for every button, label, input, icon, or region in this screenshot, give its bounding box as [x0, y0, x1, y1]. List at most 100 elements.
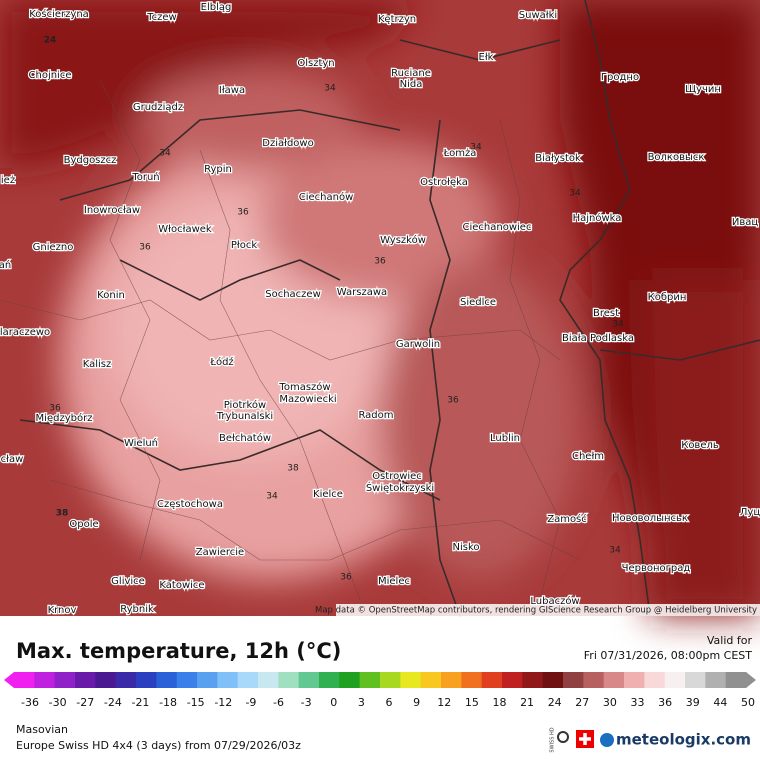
colorbar-tick-label: -15 [187, 696, 205, 709]
colorbar-segment [664, 672, 686, 688]
colorbar-segment [461, 672, 483, 688]
colorbar-tick-label: 6 [386, 696, 393, 709]
isotherm-label: 34 [612, 320, 624, 330]
city-label: Sochaczew [265, 289, 321, 300]
city-label: Siedlce [460, 297, 496, 308]
city-label: Ковель [681, 440, 719, 451]
city-label: Glivice [111, 576, 145, 587]
colorbar-segment [197, 672, 218, 688]
city-label: Katowice [159, 580, 204, 591]
city-label: Białystok [535, 153, 581, 164]
city-label: Nisko [452, 542, 479, 553]
isotherm-label: 34 [324, 84, 336, 94]
city-label: Ełk [479, 52, 494, 63]
colorbar-segment [420, 672, 442, 688]
title: Max. temperature, 12h (°C) [16, 639, 341, 663]
colorbar-tick-label: 50 [741, 696, 755, 709]
colorbar-segment [685, 672, 706, 688]
colorbar-tick-label: -6 [273, 696, 284, 709]
city-label: Toruń [131, 171, 159, 183]
city-label: Kościerzyna [29, 8, 89, 20]
city-label: Warszawa [337, 287, 387, 298]
city-label: Ciechanów [299, 191, 354, 203]
city-label: Волковыск [648, 152, 705, 163]
city-label: Bełchatów [219, 432, 271, 444]
colorbar-tick-label: 21 [520, 696, 534, 709]
colorbar-arrow-right [746, 672, 756, 688]
city-label: Świętokrzyski [366, 481, 434, 494]
colorbar-tick-label: -12 [214, 696, 232, 709]
city-label: Nida [400, 79, 423, 90]
city-label: ież [1, 175, 15, 186]
city-label: Mazowiecki [279, 394, 336, 405]
city-label: Brest [593, 308, 619, 319]
city-label: Кобрин [648, 292, 687, 303]
isotherm-label: 34 [159, 149, 171, 159]
city-label: Chojnice [29, 70, 72, 81]
colorbar-segment [156, 672, 178, 688]
city-label: Inowrocław [84, 205, 140, 216]
city-label: Hajnówka [573, 212, 622, 224]
city-label: Opole [69, 519, 98, 530]
colorbar-tick-label: 44 [713, 696, 727, 709]
colorbar-segment [400, 672, 422, 688]
isotherm-label: 34 [470, 143, 482, 153]
city-label: Rypin [204, 164, 232, 175]
isotherm-label: 24 [44, 36, 57, 46]
city-label: Ивац [732, 217, 759, 228]
isotherm-label: 36 [49, 404, 61, 414]
colorbar-tick-label: 18 [492, 696, 506, 709]
colorbar-segment [624, 672, 645, 688]
colorbar-tick-label: -27 [76, 696, 94, 709]
colorbar-segment [136, 672, 157, 688]
colorbar-segment [563, 672, 584, 688]
city-label: Konin [97, 290, 125, 301]
colorbar-segment [705, 672, 727, 688]
city-label: Ostrołęka [420, 177, 468, 188]
city-label: Щучин [685, 84, 721, 95]
city-label: Trybunalski [216, 411, 273, 422]
colorbar-tick-label: -30 [49, 696, 67, 709]
city-label: Zamość [547, 513, 587, 525]
city-label: Bydgoszcz [64, 155, 117, 166]
isotherm-label: 36 [447, 396, 459, 406]
colorbar-tick-label: 3 [358, 696, 365, 709]
colorbar-segment [95, 672, 117, 688]
isotherm-label: 38 [287, 464, 299, 474]
colorbar-tick-label: -21 [131, 696, 149, 709]
search-icon [557, 731, 569, 743]
city-label: Tczew [146, 12, 177, 23]
isotherm-label: 36 [340, 573, 352, 583]
colorbar-segment [725, 672, 747, 688]
city-label: Gniezno [33, 242, 74, 253]
colorbar-segment [359, 672, 381, 688]
city-label: Grudziądz [133, 102, 183, 113]
city-label: Rybnik [120, 604, 154, 615]
colorbar-segment [502, 672, 523, 688]
colorbar-segment [319, 672, 340, 688]
city-label: Garwolin [396, 339, 440, 350]
colorbar-tick-label: -3 [301, 696, 312, 709]
city-label: Wieluń [124, 437, 158, 449]
city-label: Częstochowa [157, 499, 223, 510]
city-label: Kielce [313, 489, 343, 500]
city-label: Kalisz [83, 359, 112, 370]
colorbar-tick-label: 30 [603, 696, 617, 709]
city-label: Suwałki [519, 10, 557, 21]
city-label: Elbląg [201, 2, 232, 13]
city-label: Płock [231, 240, 257, 251]
colorbar-tick-label: 27 [575, 696, 589, 709]
colorbar-segment [14, 672, 35, 688]
city-label: Ruciane [391, 68, 431, 79]
colorbar-tick-label: 36 [658, 696, 672, 709]
colorbar-segment [583, 672, 605, 688]
model-run: Europe Swiss HD 4x4 (3 days) from 07/29/… [16, 739, 301, 752]
brand-logo [600, 733, 614, 747]
brand[interactable]: meteologix.com [616, 731, 751, 749]
city-label: ań [0, 259, 11, 271]
city-label: Piotrków [224, 399, 266, 411]
colorbar-segment [298, 672, 320, 688]
colorbar-tick-label: 12 [437, 696, 451, 709]
colorbar-tick-label: 9 [413, 696, 420, 709]
